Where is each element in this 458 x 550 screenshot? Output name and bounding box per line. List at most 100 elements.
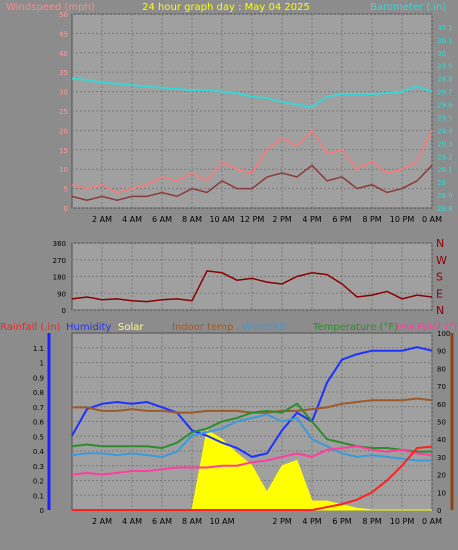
barometer-tick-label: 29.6 [437,102,453,110]
temp-x-tick-label: 4 PM [302,517,321,526]
barometer-tick-label: 30.1 [437,37,453,45]
barometer-axis-title: Barometer (.in) [370,2,446,13]
compass-label: N [436,304,444,317]
legend-item: Rainfall (.in) [0,322,61,333]
wind-x-tick-label: 4 PM [302,215,321,224]
compass-label: E [436,287,443,300]
wind-x-tick-label: 8 AM [182,215,202,224]
barometer-tick-label: 29.3 [437,140,453,148]
series-wind-average [71,164,433,202]
series-rainfall [72,445,433,511]
wind-x-tick-label: 6 PM [332,215,351,224]
barometer-tick-label: 29.1 [437,166,453,174]
rain-tick-label: 0.2 [33,478,44,486]
temp-x-tick-label: 2 PM [272,517,291,526]
wind-tick-label: 20 [59,127,68,135]
wind-tick-label: 30 [59,89,68,97]
temp-tick-label: 60 [437,401,446,409]
rain-tick-label: 0.6 [33,419,45,427]
temp-tick-label: 50 [437,419,446,427]
barometer-tick-label: 29 [437,179,446,187]
barometer-tick-label: 29.7 [437,89,453,97]
temp-tick-label: 70 [437,383,446,391]
rain-tick-label: 0.1 [33,492,44,500]
wind-axis-title: Windspeed (mph) [6,2,95,13]
wind-tick-label: 5 [64,186,68,194]
legend-item: Indoor temp [172,322,233,333]
wind-tick-label: 45 [59,30,68,38]
direction-tick-label: 180 [53,274,66,282]
temp-x-tick-label: 6 AM [152,517,172,526]
direction-tick-label: 0 [62,307,66,315]
barometer-tick-label: 28.9 [437,192,453,200]
wind-tick-label: 0 [64,205,68,213]
wind-tick-label: 15 [59,147,68,155]
temp-tick-label: 0 [437,507,441,515]
temp-tick-label: 40 [437,436,446,444]
legend-item: Solar [118,322,144,333]
temp-x-tick-label: 2 AM [92,517,112,526]
rain-tick-label: 0 [40,507,44,515]
barometer-tick-label: 29.9 [437,63,453,71]
rain-tick-label: 0.9 [33,374,44,382]
barometer-tick-label: 29.4 [437,127,453,135]
wind-x-tick-label: 12 PM [240,215,265,224]
legend-item: Temperature (°F) [312,322,398,333]
legend-item: Dew Point (°F) [392,322,458,333]
series-humidity [71,346,433,458]
wind-x-tick-label: 2 AM [92,215,112,224]
wind-x-tick-label: 4 AM [122,215,142,224]
rain-tick-label: 0.4 [33,448,45,456]
wind-x-tick-label: 10 PM [390,215,415,224]
series-windchill [71,413,432,462]
direction-tick-label: 360 [53,240,66,248]
series-barometer [71,77,433,109]
temp-x-tick-label: 10 PM [390,517,415,526]
wind-x-tick-label: 6 AM [152,215,172,224]
temp-x-tick-label: 10 AM [209,517,234,526]
temp-tick-label: 90 [437,348,446,356]
temp-tick-label: 100 [437,330,450,338]
temp-tick-label: 10 [437,489,446,497]
series-wind-direction [71,270,433,303]
barometer-tick-label: 30.2 [437,24,453,32]
barometer-tick-label: 29.2 [437,153,453,161]
wind-tick-label: 50 [59,11,68,19]
wind-tick-label: 25 [59,108,68,116]
temp-tick-label: 20 [437,472,446,480]
page-title: 24 hour graph day : May 04 2025 [142,2,310,13]
compass-label: N [436,237,444,250]
barometer-tick-label: 30 [437,50,446,58]
wind-x-tick-label: 0 AM [422,215,442,224]
series-dew-point [71,445,433,476]
legend-item: Windchill [242,322,287,333]
wind-x-tick-label: 2 PM [272,215,291,224]
temp-x-tick-label: 6 PM [332,517,351,526]
barometer-tick-label: 29.8 [437,76,453,84]
wind-tick-label: 40 [59,50,68,58]
barometer-tick-label: 29.5 [437,114,453,122]
rain-tick-label: 1.1 [33,345,44,353]
temp-x-tick-label: 0 AM [422,517,442,526]
wind-tick-label: 35 [59,69,68,77]
barometer-tick-label: 28.8 [437,205,453,213]
temp-x-tick-label: 8 PM [362,517,381,526]
direction-tick-label: 90 [57,290,66,298]
rain-tick-label: 0.8 [33,389,44,397]
temp-tick-label: 80 [437,365,446,373]
temp-x-tick-label: 4 AM [122,517,142,526]
wind-x-tick-label: 8 PM [362,215,381,224]
temp-x-tick-label: 8 AM [182,517,202,526]
direction-tick-label: 270 [53,257,66,265]
wind-tick-label: 10 [59,166,68,174]
wind-x-tick-label: 10 AM [209,215,234,224]
rain-tick-label: 0.3 [33,463,44,471]
rain-tick-label: 0.7 [33,404,44,412]
series-temperature [71,402,432,453]
compass-label: S [436,271,443,284]
compass-label: W [436,254,447,267]
temp-tick-label: 30 [437,454,446,462]
legend-item: Humidity [66,322,111,333]
